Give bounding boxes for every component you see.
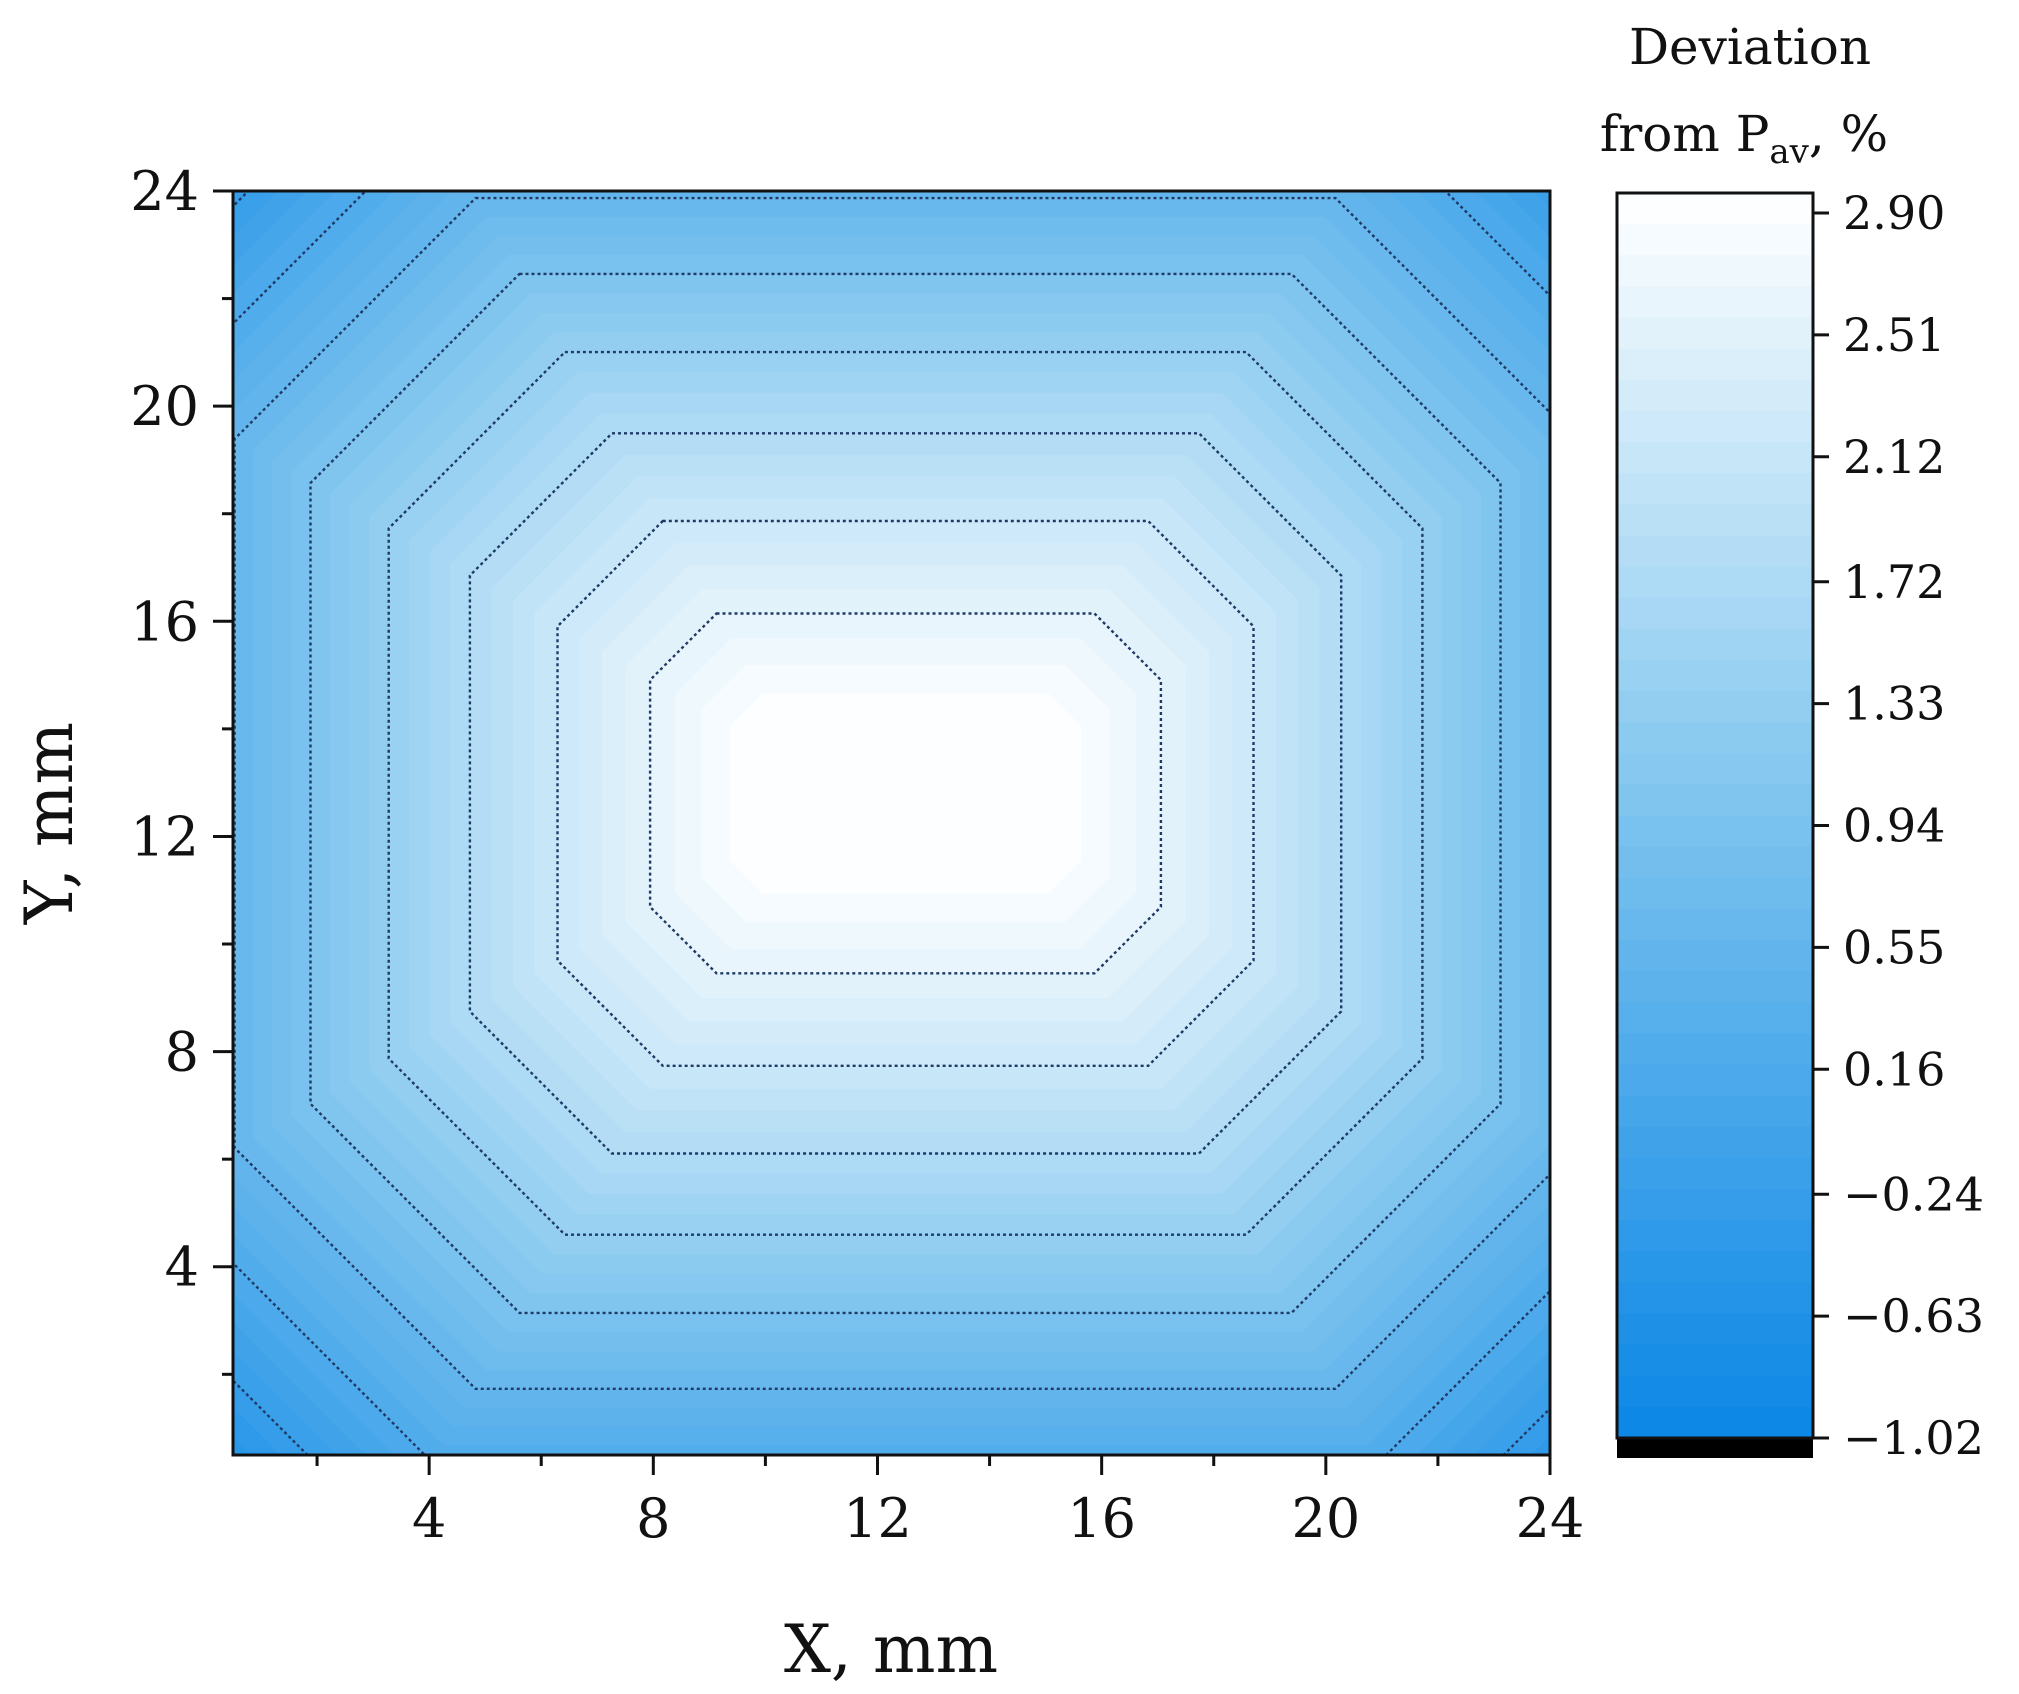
colorbar-band [1617, 1220, 1813, 1253]
colorbar-tick-label: −1.02 [1843, 1411, 1984, 1465]
colorbar-tick-label: −0.24 [1843, 1167, 1984, 1221]
colorbar-tick-label: 0.94 [1843, 799, 1945, 853]
colorbar-band [1617, 1033, 1813, 1066]
contour-line [387, 350, 1424, 1236]
colorbar-tick-label: 1.72 [1843, 555, 1945, 609]
colorbar-tick-label: 1.33 [1843, 677, 1945, 731]
y-tick-label: 24 [130, 160, 199, 223]
plot-area [233, 191, 1550, 1455]
colorbar-band [1617, 971, 1813, 1004]
colorbar-band [1617, 348, 1813, 381]
colorbar-title-prefix: from P [1600, 105, 1769, 163]
y-tick-label: 12 [130, 805, 199, 868]
colorbar-tick-label: 0.16 [1843, 1042, 1945, 1096]
colorbar-band [1617, 317, 1813, 350]
colorbar-band [1617, 815, 1813, 848]
x-tick-label: 20 [1291, 1487, 1360, 1550]
colorbar-band [1617, 1344, 1813, 1377]
colorbar-band [1617, 224, 1813, 257]
colorbar-bands [1617, 193, 1813, 1439]
colorbar-tick-label: 2.51 [1843, 308, 1945, 362]
colorbar-band [1617, 846, 1813, 879]
colorbar-tick-label: −0.63 [1843, 1289, 1984, 1343]
contour-line [556, 519, 1255, 1068]
colorbar-band [1617, 535, 1813, 568]
colorbar-band [1617, 566, 1813, 599]
colorbar-tick-label: 2.12 [1843, 430, 1945, 484]
contour-band [729, 693, 1082, 894]
colorbar: Deviation from Pav, % 2.90 2.51 2.12 1.72 1.… [1600, 18, 1984, 1465]
colorbar-band [1617, 1406, 1813, 1439]
contour-line [468, 432, 1343, 1155]
colorbar-band [1617, 1157, 1813, 1190]
contour-line [648, 612, 1163, 975]
x-tick-label: 24 [1516, 1487, 1585, 1550]
colorbar-frame [1615, 191, 1815, 1440]
contour-line [233, 196, 1550, 1391]
colorbar-band [1617, 1064, 1813, 1097]
colorbar-band [1617, 722, 1813, 755]
colorbar-band [1617, 1313, 1813, 1346]
y-tick-label: 4 [165, 1236, 199, 1299]
colorbar-band [1617, 255, 1813, 288]
colorbar-band [1617, 442, 1813, 475]
colorbar-band [1617, 597, 1813, 630]
colorbar-underflow-band [1617, 1438, 1813, 1458]
colorbar-band [1617, 784, 1813, 817]
colorbar-band [1617, 504, 1813, 537]
x-axis: 4 8 12 16 20 24 [315, 1455, 1585, 1550]
contour-line [309, 272, 1502, 1315]
x-tick-label: 12 [843, 1487, 912, 1550]
colorbar-band [1617, 628, 1813, 661]
colorbar-band [1617, 1126, 1813, 1159]
y-tick-label: 8 [165, 1021, 199, 1084]
colorbar-band [1617, 877, 1813, 910]
colorbar-title-line1: Deviation [1629, 18, 1871, 76]
colorbar-band [1617, 1375, 1813, 1408]
colorbar-band [1617, 1282, 1813, 1315]
colorbar-title-suffix: , % [1809, 105, 1888, 163]
x-axis-title: X, mm [784, 1611, 998, 1688]
colorbar-band [1617, 473, 1813, 506]
colorbar-band [1617, 1002, 1813, 1035]
y-axis: 4 8 12 16 20 24 [130, 160, 233, 1376]
colorbar-band [1617, 1251, 1813, 1284]
colorbar-band [1617, 1189, 1813, 1222]
colorbar-band [1617, 691, 1813, 724]
colorbar-title-subscript: av [1769, 132, 1809, 172]
contour-line [233, 191, 1550, 1455]
x-tick-label: 8 [636, 1487, 670, 1550]
y-axis-title: Y, mm [11, 722, 88, 925]
y-tick-label: 16 [130, 590, 199, 653]
filled-contour-bands [233, 191, 1550, 1455]
x-tick-label: 4 [412, 1487, 446, 1550]
colorbar-band [1617, 1095, 1813, 1128]
colorbar-band [1617, 908, 1813, 941]
colorbar-band [1617, 753, 1813, 786]
plot-frame [231, 189, 1552, 1457]
colorbar-band [1617, 379, 1813, 412]
y-tick-label: 20 [130, 375, 199, 438]
colorbar-band [1617, 659, 1813, 692]
colorbar-ticks: 2.90 2.51 2.12 1.72 1.33 0.94 0.55 0.16 −0.24 −0.… [1813, 186, 1984, 1465]
contour-lines [233, 191, 1550, 1455]
colorbar-band [1617, 286, 1813, 319]
colorbar-tick-label: 0.55 [1843, 920, 1945, 974]
colorbar-band [1617, 193, 1813, 226]
colorbar-title-line2: from Pav, % [1600, 105, 1888, 172]
colorbar-band [1617, 940, 1813, 973]
x-tick-label: 16 [1067, 1487, 1136, 1550]
colorbar-band [1617, 410, 1813, 443]
colorbar-tick-label: 2.90 [1843, 186, 1945, 240]
